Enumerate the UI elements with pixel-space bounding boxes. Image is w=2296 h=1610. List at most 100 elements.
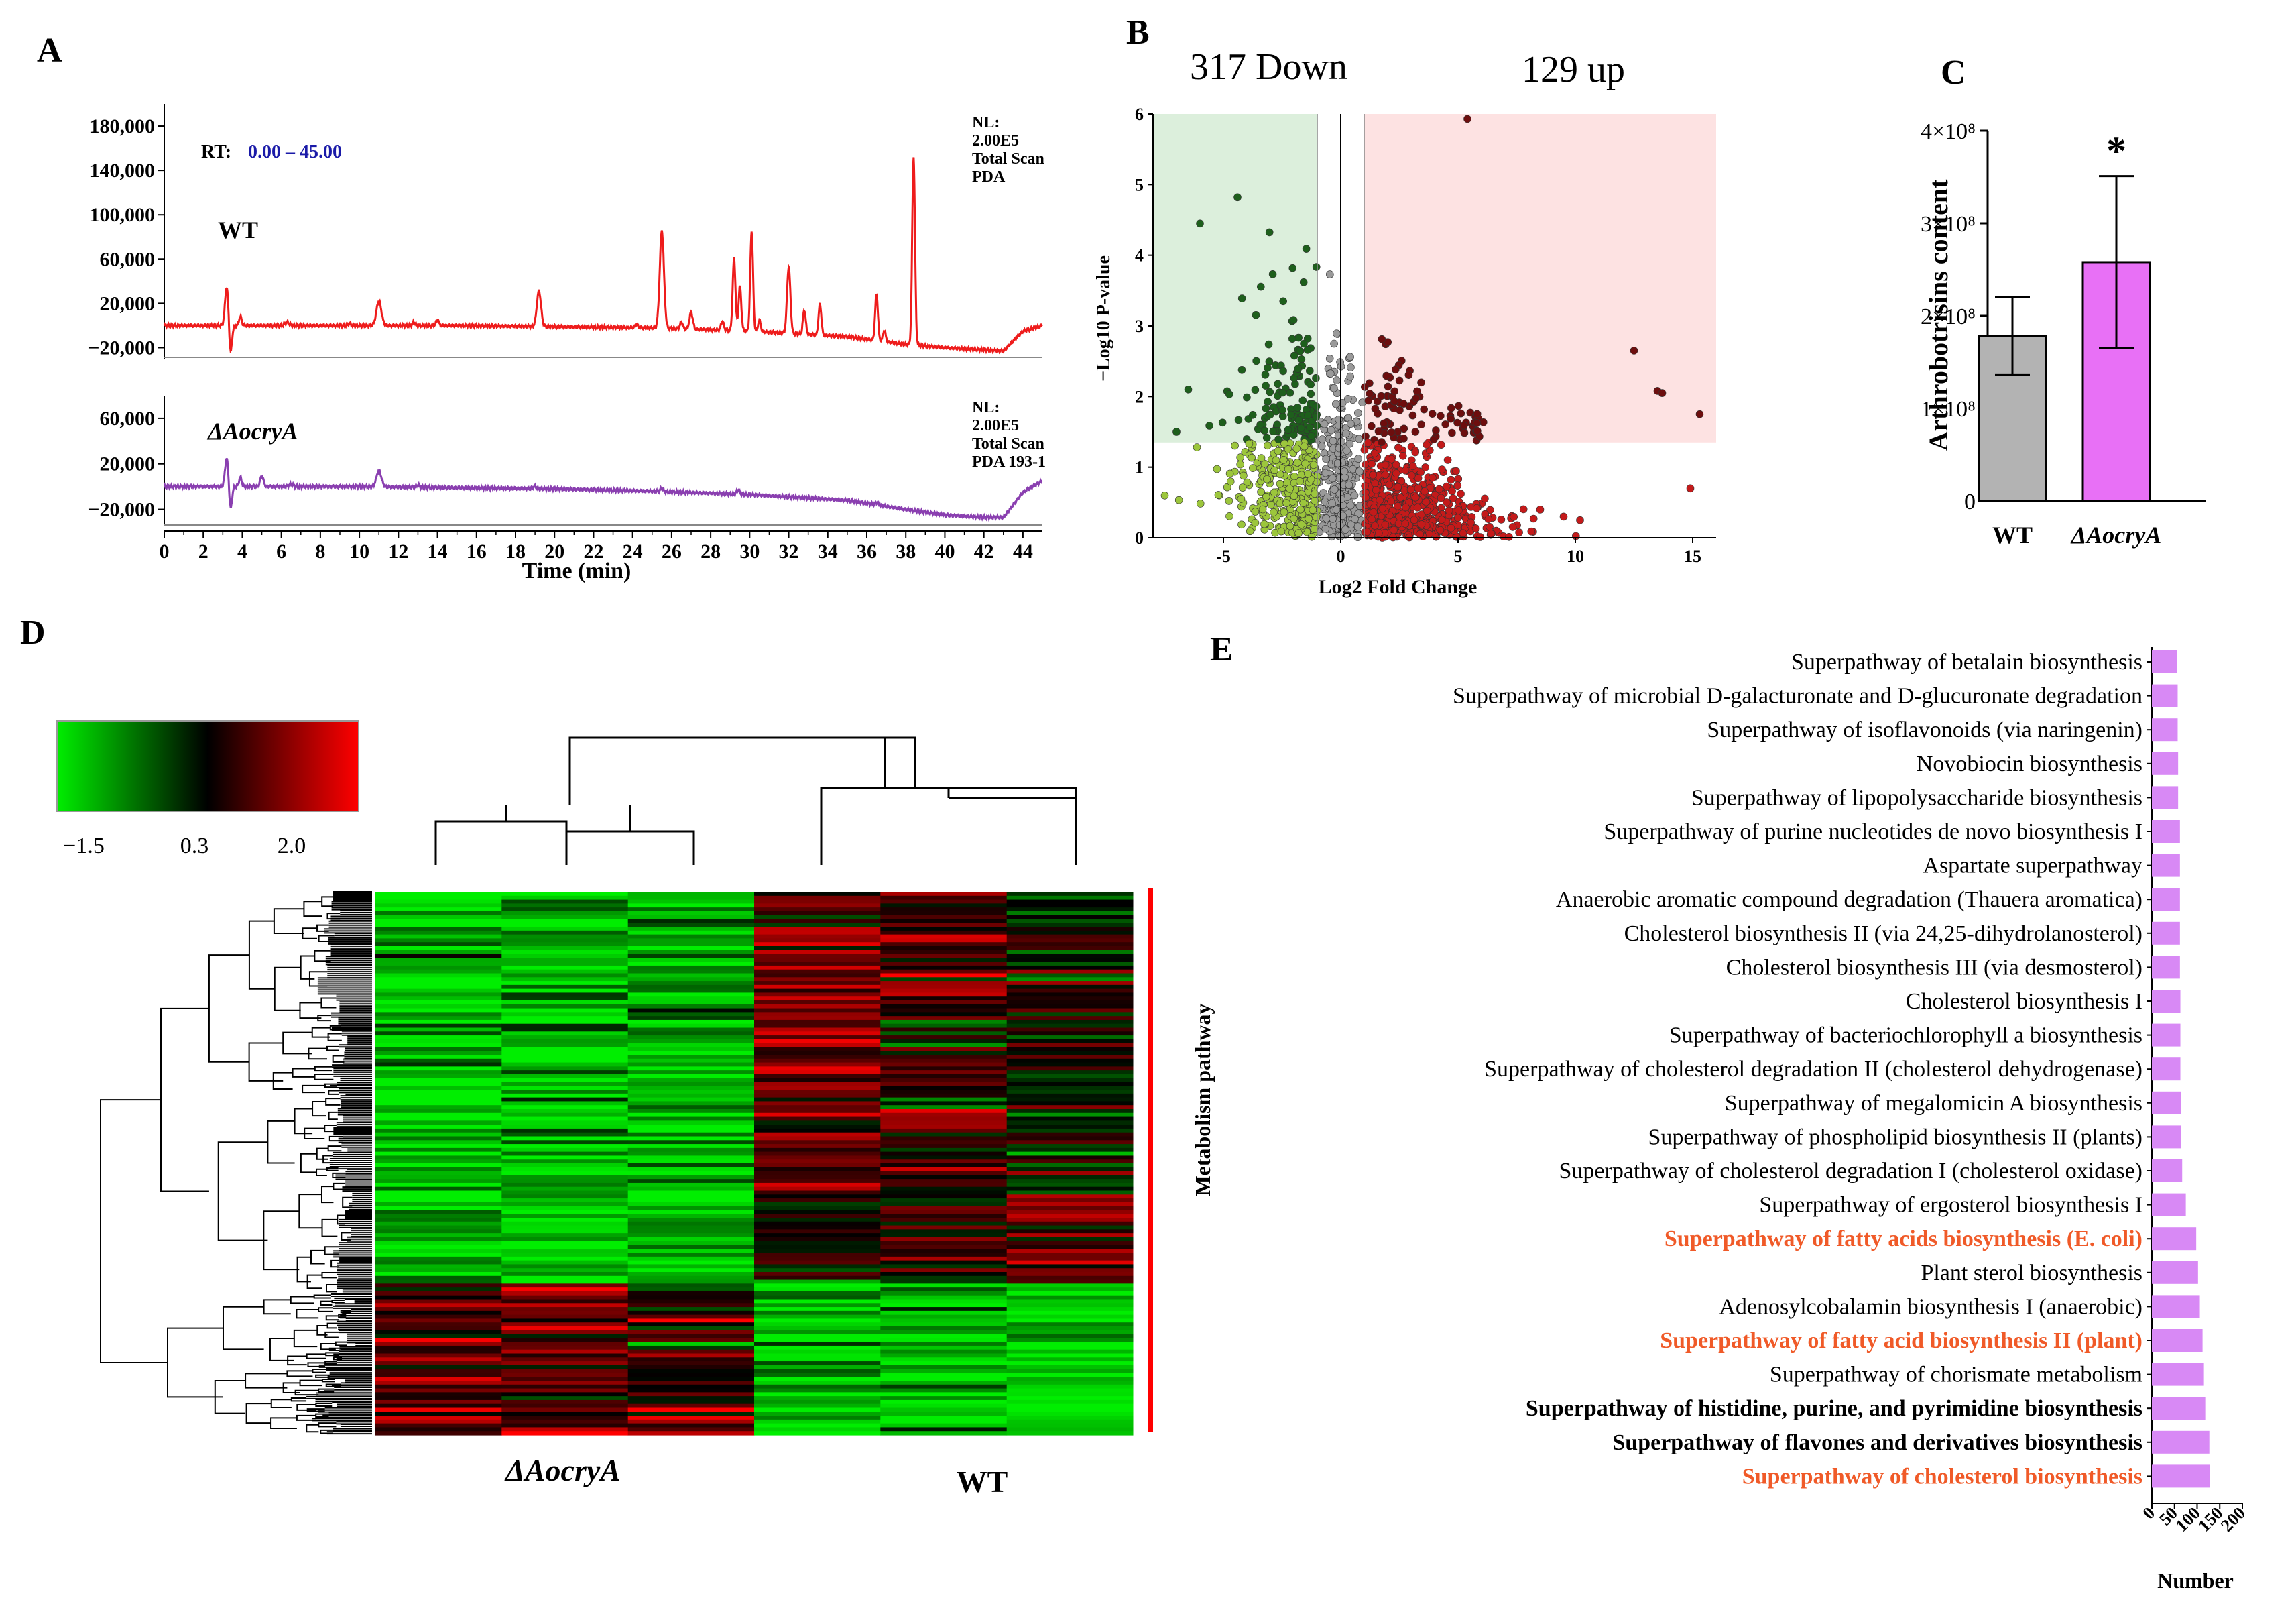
x-tick-label: 15 <box>1684 547 1701 566</box>
heatmap-cell <box>627 934 755 939</box>
heatmap-cell <box>754 1283 881 1288</box>
heatmap-cell <box>1006 1214 1134 1218</box>
heatmap-cell <box>627 1171 755 1175</box>
heatmap-cell <box>880 1399 1008 1405</box>
heatmap-cell <box>880 1039 1008 1044</box>
heatmap-cell <box>627 1116 755 1121</box>
volcano-point <box>1307 390 1315 398</box>
volcano-point <box>1369 471 1377 479</box>
heatmap-cell <box>754 1210 881 1214</box>
volcano-point <box>1394 483 1402 492</box>
volcano-point <box>1279 297 1287 306</box>
volcano-point <box>1277 527 1286 536</box>
heatmap-cell <box>880 1031 1008 1036</box>
volcano-point <box>1328 499 1336 508</box>
heatmap-cell <box>627 1326 755 1331</box>
volcano-point <box>1411 448 1419 457</box>
volcano-points <box>1160 115 1704 542</box>
heatmap-cell <box>375 1136 502 1141</box>
volcano-point <box>1441 420 1449 428</box>
volcano-point <box>1454 475 1463 483</box>
heatmap-cell <box>754 1147 881 1153</box>
dendrogram-branch <box>267 1120 295 1164</box>
note-line: Total Scan <box>972 150 1044 168</box>
heatmap-cell <box>754 981 881 986</box>
heatmap-cell <box>627 1419 755 1424</box>
volcano-point <box>1237 495 1246 503</box>
heatmap-cell <box>1006 1167 1134 1172</box>
volcano-point <box>1519 505 1528 514</box>
heatmap-cell <box>754 1407 881 1412</box>
volcano-point <box>1263 475 1271 483</box>
heatmap-cell <box>1006 1295 1134 1300</box>
volcano-point <box>1414 474 1423 483</box>
dendrogram-branch <box>314 950 331 962</box>
heatmap-cell <box>375 954 502 958</box>
volcano-point <box>1463 115 1471 123</box>
volcano-point <box>1196 219 1204 228</box>
y-tick-label: 140,000 <box>90 160 156 182</box>
volcano-point <box>1333 459 1342 467</box>
heatmap-cell <box>627 1090 755 1094</box>
heatmap-cell <box>1006 958 1134 962</box>
heatmap-cell <box>375 895 502 901</box>
dendrogram-branch <box>315 1413 329 1418</box>
heatmap-cell <box>501 1307 629 1312</box>
heatmap-cell <box>880 1431 1008 1436</box>
pathway-label: Superpathway of cholesterol degradation … <box>1484 1057 2142 1082</box>
heatmap-cell <box>375 1051 502 1055</box>
heatmap-cell <box>880 1097 1008 1102</box>
y-tick-label: 3×10⁸ <box>1921 212 1976 237</box>
volcano-point <box>1240 471 1248 480</box>
heatmap-cell <box>880 1237 1008 1242</box>
heatmap-cell <box>501 1377 629 1381</box>
heatmap-cell <box>1006 1268 1134 1273</box>
volcano-point <box>1264 340 1273 349</box>
volcano-point <box>1214 491 1223 499</box>
volcano-point <box>1249 410 1257 419</box>
volcano-point <box>1392 461 1400 469</box>
heatmap-cell <box>1006 1345 1134 1350</box>
heatmap-cell <box>880 930 1008 935</box>
heatmap-cell <box>501 1047 629 1051</box>
heatmap-cell <box>627 1399 755 1405</box>
heatmap-cell <box>880 1388 1008 1393</box>
volcano-point <box>1257 454 1266 462</box>
heatmap-cell <box>501 1303 629 1308</box>
heatmap-cell <box>375 977 502 982</box>
heatmap-cell <box>1006 895 1134 901</box>
volcano-point <box>1529 514 1538 523</box>
heatmap-cell <box>880 1035 1008 1040</box>
heatmap-cell <box>754 1194 881 1199</box>
heatmap-cell <box>1006 1221 1134 1226</box>
heatmap-cell <box>501 934 629 939</box>
heatmap-cell <box>1006 1431 1134 1436</box>
heatmap-cell <box>880 927 1008 931</box>
volcano-point <box>1658 389 1667 397</box>
heatmap-cell <box>880 1233 1008 1238</box>
heatmap-cell <box>627 1186 755 1192</box>
y-tick-label: −20,000 <box>88 337 155 359</box>
volcano-point <box>1428 410 1437 418</box>
heatmap-cell <box>501 1012 629 1017</box>
heatmap-cell <box>880 984 1008 990</box>
volcano-point <box>1368 459 1376 468</box>
heatmap-cell <box>627 1345 755 1350</box>
heatmap-cell <box>627 1357 755 1362</box>
x-tick-label: 5 <box>1454 547 1463 566</box>
dendrogram-branch <box>316 1168 327 1176</box>
heatmap-cell <box>375 958 502 962</box>
heatmap-cell <box>1006 907 1134 912</box>
note-line: 2.00E5 <box>972 417 1019 435</box>
pathway-label: Superpathway of cholesterol biosynthesis <box>1742 1464 2142 1489</box>
heatmap-cell <box>501 1342 629 1346</box>
volcano-point <box>1268 270 1277 278</box>
heatmap-cell <box>375 984 502 990</box>
heatmap-cell <box>501 1000 629 1005</box>
volcano-point <box>1432 426 1440 435</box>
heatmap-cell <box>375 1175 502 1180</box>
heatmap-cell <box>1006 1112 1134 1118</box>
volcano-point <box>1497 516 1506 524</box>
heatmap-cell <box>501 1066 629 1071</box>
pathway-indicator-bar <box>1148 888 1153 1432</box>
